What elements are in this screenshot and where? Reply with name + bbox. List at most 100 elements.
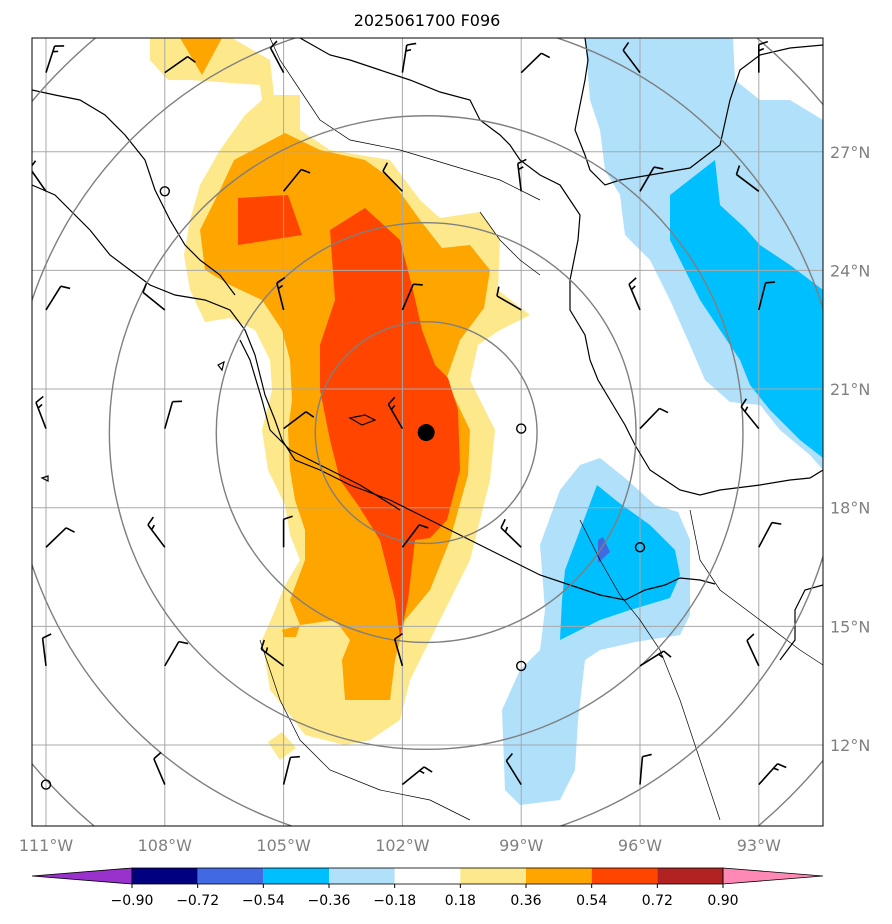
wind-barb <box>283 411 315 430</box>
lat-tick-label: 27°N <box>830 143 870 162</box>
wind-barb <box>276 277 286 311</box>
shaded-region <box>320 208 460 637</box>
colorbar-segment <box>197 868 264 884</box>
wind-barb <box>639 650 672 667</box>
wind-barb <box>505 752 522 785</box>
wind-barb <box>758 763 787 786</box>
wind-barb <box>520 52 551 74</box>
coastline <box>239 339 401 511</box>
lon-tick-label: 96°W <box>618 836 662 855</box>
lat-tick-label: 15°N <box>830 617 870 636</box>
map-frame <box>31 37 824 827</box>
colorbar-segment <box>460 868 526 884</box>
coastline <box>32 184 716 601</box>
colorbar-frame <box>131 867 724 885</box>
wind-barb <box>45 527 75 548</box>
colorbar-extend-low <box>31 867 133 885</box>
wind-barb <box>639 753 652 785</box>
wind-barb <box>269 40 285 74</box>
colorbar-tick-label: 0.72 <box>642 893 673 909</box>
wind-barb <box>758 521 782 548</box>
wind-barb <box>45 45 65 73</box>
lat-tick-label: 18°N <box>830 499 870 518</box>
wind-barb <box>41 633 52 666</box>
gridlines <box>32 38 823 826</box>
wind-barb <box>622 42 641 74</box>
lat-tick-label: 12°N <box>830 736 870 755</box>
wind-barb <box>382 162 403 192</box>
wind-barb <box>740 398 760 430</box>
colorbar-segment <box>526 868 592 884</box>
wind-barb <box>639 166 664 192</box>
shaded-region <box>282 625 300 637</box>
wind-barb <box>735 165 760 192</box>
wind-barb <box>32 160 47 192</box>
range-ring <box>215 221 637 644</box>
border-line <box>479 211 541 276</box>
colorbar-tick-label: 0.36 <box>510 893 541 909</box>
lat-tick-label: 21°N <box>830 380 870 399</box>
coastline <box>574 38 823 186</box>
wind-barb <box>500 518 522 548</box>
wind-barb <box>757 40 769 73</box>
colorbar-segment <box>394 868 461 884</box>
coastline <box>32 89 236 296</box>
wind-barb <box>401 524 429 548</box>
colorbar-segment <box>657 868 723 884</box>
wind-barb <box>746 633 760 667</box>
lon-tick-label: 105°W <box>256 836 311 855</box>
colorbar-tick-label: −0.36 <box>308 893 351 909</box>
colorbar-tick-label: −0.90 <box>111 893 154 909</box>
calm-wind-marker <box>40 779 52 790</box>
colorbar-segment <box>329 868 395 884</box>
lon-tick-label: 108°W <box>138 836 193 855</box>
shaded-region <box>670 160 823 458</box>
lon-tick-label: 99°W <box>499 836 543 855</box>
wind-barb <box>639 407 669 430</box>
wind-barb <box>496 286 522 311</box>
border-line <box>579 519 721 821</box>
wind-barb <box>628 277 641 311</box>
colorbar-tick-label: 0.18 <box>445 893 476 909</box>
latitude-tick-labels: 12°N 15°N 18°N 21°N 24°N 27°N <box>830 143 870 755</box>
wind-barb <box>153 751 166 785</box>
wind-barb <box>164 400 183 429</box>
shaded-region <box>560 485 680 640</box>
calm-wind-marker <box>516 660 527 672</box>
coastline <box>40 475 49 482</box>
colorbar-tick-label: −0.72 <box>176 893 219 909</box>
storm-center-marker <box>417 424 435 442</box>
shaded-region <box>238 195 302 245</box>
wind-barb <box>393 632 404 667</box>
wind-barb <box>401 42 417 73</box>
shaded-region <box>268 732 296 760</box>
shaded-region <box>180 38 222 75</box>
wind-barb <box>142 283 166 311</box>
range-ring <box>108 115 744 751</box>
colorbar: −0.90 −0.72 −0.54 −0.36 −0.18 0.18 0.36 0.54 0.7… <box>31 867 824 909</box>
colorbar-extend-high <box>722 867 824 885</box>
longitude-tick-labels: 111°W 108°W 105°W 102°W 99°W 96°W 93°W <box>19 836 781 855</box>
colorbar-segment <box>132 868 198 884</box>
wind-barb <box>164 55 196 74</box>
shaded-region <box>598 537 610 563</box>
wind-barb <box>282 515 293 548</box>
border-line <box>269 38 541 201</box>
border-line <box>259 639 471 821</box>
wind-barb <box>282 755 300 785</box>
wind-barb <box>401 283 423 311</box>
colorbar-segment <box>263 868 329 884</box>
wind-barb <box>758 281 776 311</box>
wind-barb <box>147 516 166 548</box>
lon-tick-label: 102°W <box>375 836 430 855</box>
shaded-field <box>150 38 823 805</box>
wind-barb <box>516 158 527 192</box>
calm-wind-marker <box>634 542 646 553</box>
wind-barbs <box>32 40 787 790</box>
chart-title: 2025061700 F096 <box>354 11 501 30</box>
colorbar-tick-label: 0.54 <box>576 893 607 909</box>
wind-barb <box>260 639 285 667</box>
lon-tick-label: 111°W <box>19 836 74 855</box>
colorbar-tick-label: −0.18 <box>373 893 416 909</box>
